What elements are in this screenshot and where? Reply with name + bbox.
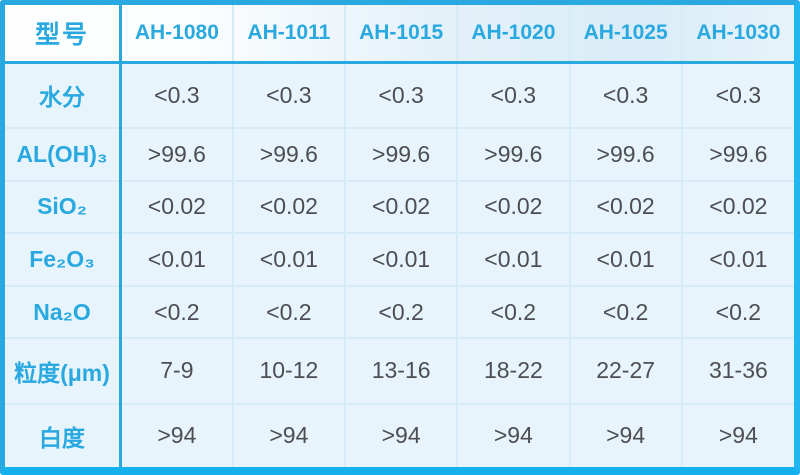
table-cell: <0.3 (231, 60, 347, 130)
column-header: AH-1015 (343, 5, 459, 64)
table-cell: 10-12 (231, 337, 347, 405)
table-cell: >99.6 (119, 127, 234, 182)
table-cell: 22-27 (568, 337, 683, 405)
table-row-particle-size: 粒度(μm) 7-9 10-12 13-16 18-22 22-27 31-36 (5, 337, 794, 405)
table-cell: <0.02 (456, 179, 571, 235)
column-header: AH-1025 (568, 5, 683, 64)
column-header: AH-1030 (680, 5, 794, 64)
table-cell: <0.01 (680, 232, 794, 287)
row-label: 粒度(μm) (5, 337, 122, 405)
table-cell: 13-16 (343, 337, 459, 405)
row-label: Fe₂O₃ (5, 232, 122, 287)
row-label: 水分 (5, 60, 122, 130)
table-cell: <0.01 (343, 232, 459, 287)
table-row-whiteness: 白度 >94 >94 >94 >94 >94 >94 (5, 402, 794, 467)
table-cell: >99.6 (680, 127, 794, 182)
corner-header-model: 型号 (5, 5, 122, 64)
table-cell: 31-36 (680, 337, 794, 405)
table-row-moisture: 水分 <0.3 <0.3 <0.3 <0.3 <0.3 <0.3 (5, 60, 794, 130)
table-cell: <0.02 (680, 179, 794, 235)
table-cell: >94 (343, 402, 459, 467)
column-header: AH-1080 (119, 5, 234, 64)
table-cell: <0.02 (568, 179, 683, 235)
table-cell: >94 (456, 402, 571, 467)
row-label: 白度 (5, 402, 122, 467)
table-cell: 18-22 (456, 337, 571, 405)
table-cell: >94 (231, 402, 347, 467)
header-row: 型号 AH-1080 AH-1011 AH-1015 AH-1020 AH-10… (5, 5, 794, 64)
table-cell: <0.01 (231, 232, 347, 287)
table-cell: <0.2 (568, 284, 683, 340)
table-cell: <0.02 (343, 179, 459, 235)
table-cell: <0.01 (456, 232, 571, 287)
table-cell: >99.6 (568, 127, 683, 182)
table-cell: >94 (568, 402, 683, 467)
table-cell: >99.6 (343, 127, 459, 182)
table-cell: <0.3 (568, 60, 683, 130)
table-cell: <0.2 (119, 284, 234, 340)
table-cell: <0.3 (680, 60, 794, 130)
table-cell: <0.2 (343, 284, 459, 340)
table-cell: <0.3 (456, 60, 571, 130)
table-cell: 7-9 (119, 337, 234, 405)
table-cell: <0.3 (343, 60, 459, 130)
column-header: AH-1011 (231, 5, 347, 64)
table-header: 型号 AH-1080 AH-1011 AH-1015 AH-1020 AH-10… (5, 5, 794, 64)
table-row-sio2: SiO₂ <0.02 <0.02 <0.02 <0.02 <0.02 <0.02 (5, 179, 794, 235)
table-cell: <0.02 (119, 179, 234, 235)
table-cell: <0.02 (231, 179, 347, 235)
table-body: 水分 <0.3 <0.3 <0.3 <0.3 <0.3 <0.3 AL(OH)₃… (5, 60, 794, 467)
row-label: AL(OH)₃ (5, 127, 122, 182)
spec-table: 型号 AH-1080 AH-1011 AH-1015 AH-1020 AH-10… (5, 5, 794, 467)
table-cell: <0.2 (680, 284, 794, 340)
table-row-na2o: Na₂O <0.2 <0.2 <0.2 <0.2 <0.2 <0.2 (5, 284, 794, 340)
table-row-fe2o3: Fe₂O₃ <0.01 <0.01 <0.01 <0.01 <0.01 <0.0… (5, 232, 794, 287)
table-row-aloh3: AL(OH)₃ >99.6 >99.6 >99.6 >99.6 >99.6 >9… (5, 127, 794, 182)
table-cell: <0.2 (456, 284, 571, 340)
table-cell: >99.6 (231, 127, 347, 182)
row-label: SiO₂ (5, 179, 122, 235)
table-cell: <0.3 (119, 60, 234, 130)
table-cell: >99.6 (456, 127, 571, 182)
table-cell: <0.2 (231, 284, 347, 340)
table-cell: <0.01 (568, 232, 683, 287)
row-label: Na₂O (5, 284, 122, 340)
table-cell: >94 (119, 402, 234, 467)
table-cell: >94 (680, 402, 794, 467)
table-cell: <0.01 (119, 232, 234, 287)
column-header: AH-1020 (456, 5, 571, 64)
